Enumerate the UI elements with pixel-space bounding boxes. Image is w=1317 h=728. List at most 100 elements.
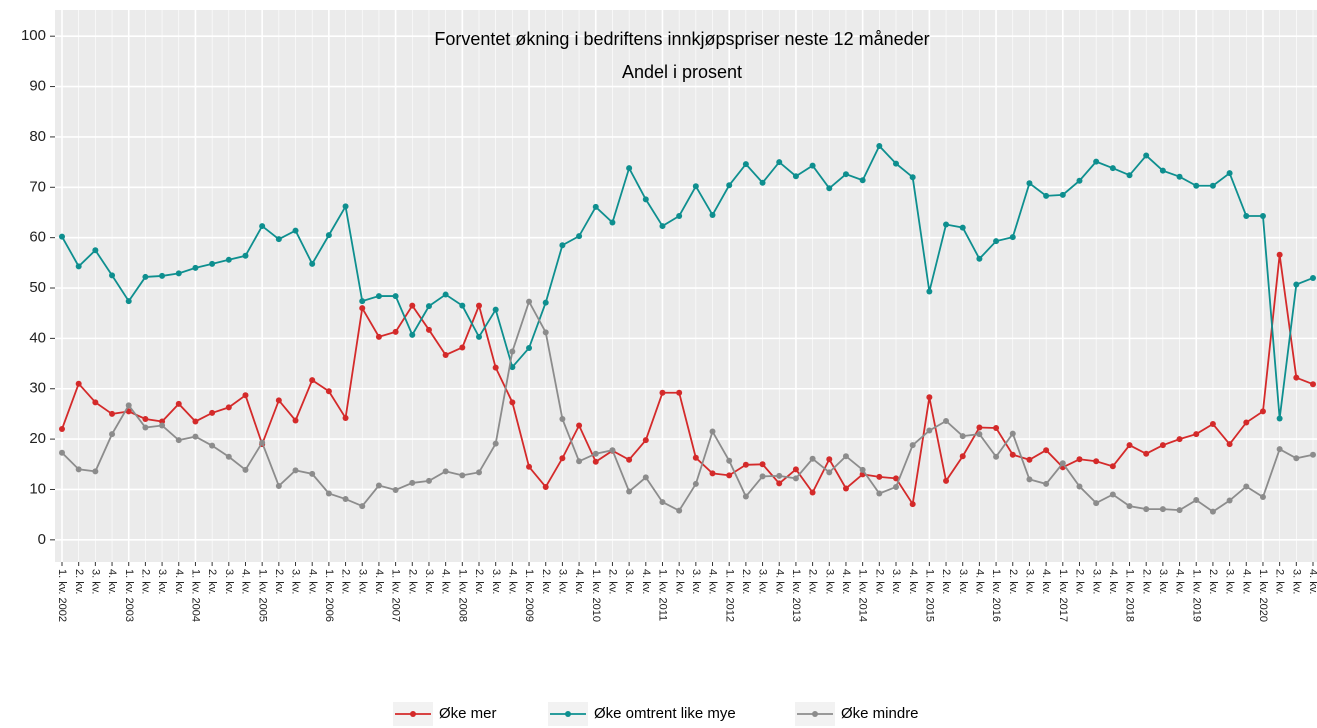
x-tick-label: 3. kv.	[89, 569, 101, 594]
x-tick-label: 1. kv. 2003	[123, 569, 135, 622]
data-point	[125, 402, 132, 409]
data-point	[292, 467, 299, 474]
data-point	[225, 404, 232, 411]
data-point	[442, 468, 449, 475]
data-point	[676, 507, 683, 514]
x-tick-label: 2. kv.	[1207, 569, 1219, 594]
data-point	[1259, 212, 1266, 219]
data-point	[776, 159, 783, 166]
data-point	[792, 466, 799, 473]
x-tick-label: 2. kv.	[540, 569, 552, 594]
y-tick-label: 0	[38, 531, 46, 548]
data-point	[175, 270, 182, 277]
data-point	[309, 377, 316, 384]
x-tick-label: 2. kv.	[940, 569, 952, 594]
data-point	[909, 501, 916, 508]
y-tick-label: 90	[29, 78, 46, 95]
data-point	[893, 160, 899, 167]
x-tick-label: 1. kv. 2013	[790, 569, 802, 622]
x-tick-label: 2. kv.	[340, 569, 352, 594]
lines	[59, 142, 1316, 515]
data-point	[259, 223, 266, 230]
y-tick-label: 60	[29, 229, 46, 246]
data-point	[109, 431, 116, 438]
x-tick-label: 4. kv.	[1107, 569, 1119, 594]
data-point	[1193, 182, 1200, 189]
x-tick-label: 1. kv. 2005	[256, 569, 268, 622]
data-point	[1076, 456, 1083, 463]
data-point	[125, 298, 132, 305]
x-tick-label: 2. kv.	[73, 569, 85, 594]
data-point	[375, 482, 382, 489]
data-point	[976, 424, 983, 431]
data-point	[142, 424, 149, 431]
data-point	[75, 466, 82, 473]
data-point	[626, 488, 633, 495]
data-point	[759, 179, 766, 186]
data-point	[359, 298, 366, 305]
data-point	[692, 480, 699, 487]
data-point	[576, 458, 583, 465]
data-point	[209, 409, 216, 416]
x-tick-label: 4. kv.	[306, 569, 318, 594]
x-tick-label: 4. kv.	[707, 569, 719, 594]
x-tick-label: 3. kv.	[156, 569, 168, 594]
data-point	[859, 466, 866, 473]
data-point	[509, 364, 516, 371]
data-point	[509, 399, 516, 406]
data-point	[175, 400, 182, 407]
data-point	[1209, 421, 1216, 427]
data-point	[342, 414, 349, 421]
x-tick-label: 4. kv.	[506, 569, 518, 594]
x-tick-label: 2. kv.	[1007, 569, 1019, 594]
data-point	[92, 468, 99, 475]
x-tick-label: 4. kv.	[1040, 569, 1052, 594]
x-tick-label: 1. kv. 2002	[56, 569, 68, 622]
x-tick-label: 3. kv.	[757, 569, 769, 594]
data-point	[409, 302, 416, 309]
x-tick-label: 2. kv.	[740, 569, 752, 594]
data-point	[959, 224, 966, 231]
data-point	[959, 433, 966, 440]
data-point	[225, 256, 232, 263]
data-point	[1159, 506, 1166, 513]
data-point	[1009, 234, 1016, 241]
data-point	[442, 291, 449, 298]
x-tick-label: 4. kv.	[573, 569, 585, 594]
data-point	[559, 415, 566, 422]
data-point	[926, 288, 933, 295]
legend-label: Øke mindre	[841, 705, 919, 722]
legend-label: Øke omtrent like mye	[594, 705, 736, 722]
data-point	[492, 440, 499, 447]
x-tick-label: 3. kv.	[490, 569, 502, 594]
y-tick-label: 40	[29, 329, 46, 346]
data-point	[1093, 458, 1100, 465]
data-point	[909, 174, 916, 181]
x-tick-label: 4. kv.	[840, 569, 852, 594]
data-point	[959, 453, 966, 460]
x-tick-label: 3. kv.	[290, 569, 302, 594]
y-tick-label: 10	[29, 480, 46, 497]
x-tick-label: 1. kv. 2018	[1124, 569, 1136, 622]
x-tick-label: 3. kv.	[1224, 569, 1236, 594]
data-point	[826, 469, 833, 476]
data-point	[842, 453, 849, 460]
legend-point	[812, 711, 818, 717]
data-point	[709, 211, 716, 218]
data-point	[375, 293, 382, 300]
data-point	[392, 486, 399, 493]
data-point	[943, 417, 950, 424]
x-tick-label: 4. kv.	[973, 569, 985, 594]
x-tick-label: 2. kv.	[607, 569, 619, 594]
data-point	[993, 238, 1000, 245]
legend-point	[565, 711, 571, 717]
data-point	[476, 333, 482, 340]
data-point	[642, 474, 649, 481]
data-point	[375, 333, 382, 340]
data-point	[275, 482, 282, 489]
x-tick-label: 2. kv.	[873, 569, 885, 594]
data-point	[1193, 497, 1200, 504]
data-point	[1026, 180, 1033, 187]
data-point	[59, 449, 65, 456]
